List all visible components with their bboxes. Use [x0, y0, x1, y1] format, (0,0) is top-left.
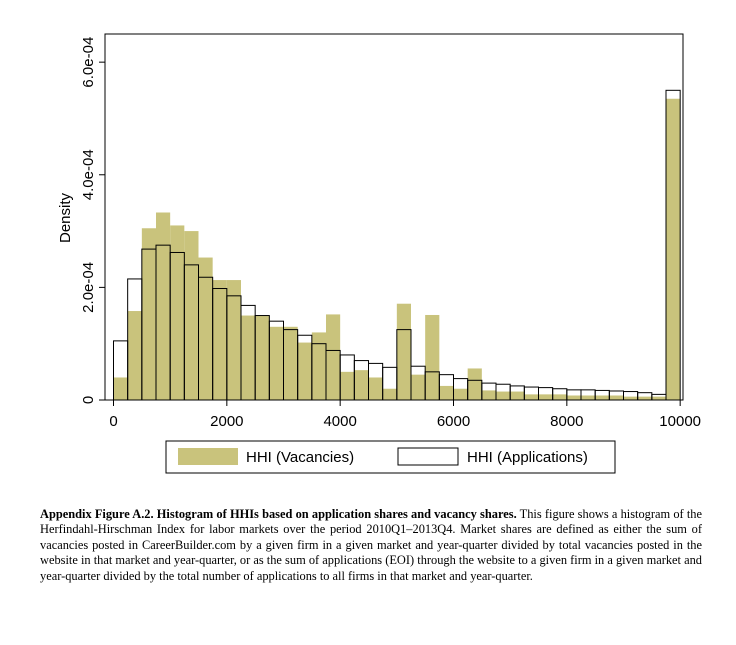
vacancies-bar: [481, 390, 496, 400]
vacancies-bar: [467, 368, 482, 400]
vacancies-bar: [184, 231, 199, 400]
vacancies-bar: [566, 395, 581, 400]
vacancies-bar: [241, 315, 256, 400]
vacancies-bar: [651, 396, 666, 400]
x-tick-label: 8000: [550, 413, 583, 430]
y-axis-ticks: 0 2.0e-04 4.0e-04 6.0e-04: [80, 37, 105, 404]
vacancies-bar: [510, 391, 525, 400]
vacancies-bar: [524, 394, 539, 400]
vacancies-bar: [297, 342, 312, 400]
y-axis-title: Density: [57, 192, 74, 243]
figure-caption: Appendix Figure A.2. Histogram of HHIs b…: [40, 507, 702, 584]
legend-swatch-applications: [397, 447, 459, 466]
x-tick-label: 0: [109, 413, 117, 430]
vacancies-bar: [141, 228, 156, 400]
x-tick-label: 2000: [210, 413, 243, 430]
legend-label-vacancies: HHI (Vacancies): [246, 449, 354, 466]
x-tick-label: 6000: [437, 413, 470, 430]
vacancies-bar: [595, 395, 610, 400]
caption-body: This figure shows a histogram of the Her…: [40, 507, 702, 583]
vacancies-bar: [666, 98, 681, 400]
vacancies-bar: [269, 326, 284, 400]
vacancies-bar: [609, 395, 624, 400]
legend-label-applications: HHI (Applications): [467, 449, 588, 466]
vacancies-bar: [255, 315, 270, 400]
vacancies-bar: [170, 225, 185, 400]
vacancies-bar: [623, 396, 638, 400]
vacancies-bar: [581, 395, 596, 400]
vacancies-bar: [496, 391, 511, 400]
y-tick-label: 0: [80, 396, 97, 404]
vacancies-bar: [453, 388, 468, 400]
vacancies-bar: [538, 394, 553, 400]
x-tick-label: 10000: [659, 413, 701, 430]
vacancies-bar: [411, 374, 426, 400]
vacancies-bar: [127, 311, 142, 400]
y-tick-label: 4.0e-04: [80, 149, 97, 200]
vacancies-bar: [340, 371, 355, 400]
legend-swatch-vacancies: [178, 448, 238, 465]
vacancies-bar: [552, 394, 567, 400]
legend: HHI (Vacancies) HHI (Applications): [165, 440, 616, 474]
vacancies-bar: [212, 280, 227, 400]
vacancies-bar: [283, 326, 298, 400]
vacancies-bar: [425, 314, 440, 400]
vacancies-bar: [311, 332, 326, 400]
vacancies-bar: [226, 280, 241, 400]
legend-frame: [165, 440, 616, 474]
y-tick-label: 6.0e-04: [80, 37, 97, 88]
histogram-chart: 0 2000 4000 6000 8000 10000 0 2.0e-04 4.0e-04 6.…: [57, 33, 701, 474]
vacancies-bars: [113, 98, 681, 400]
vacancies-bar: [354, 370, 369, 400]
vacancies-bar: [113, 377, 128, 400]
x-axis-ticks: 0 2000 4000 6000 8000 10000: [109, 400, 701, 430]
vacancies-bar: [637, 396, 652, 400]
caption-title: Appendix Figure A.2. Histogram of HHIs b…: [40, 507, 517, 521]
y-tick-label: 2.0e-04: [80, 262, 97, 313]
x-tick-label: 4000: [323, 413, 356, 430]
vacancies-bar: [156, 212, 171, 400]
vacancies-bar: [198, 257, 213, 400]
vacancies-bar: [382, 388, 397, 400]
vacancies-bar: [396, 303, 411, 400]
vacancies-bar: [439, 385, 454, 400]
vacancies-bar: [368, 377, 383, 400]
vacancies-bar: [326, 314, 341, 400]
